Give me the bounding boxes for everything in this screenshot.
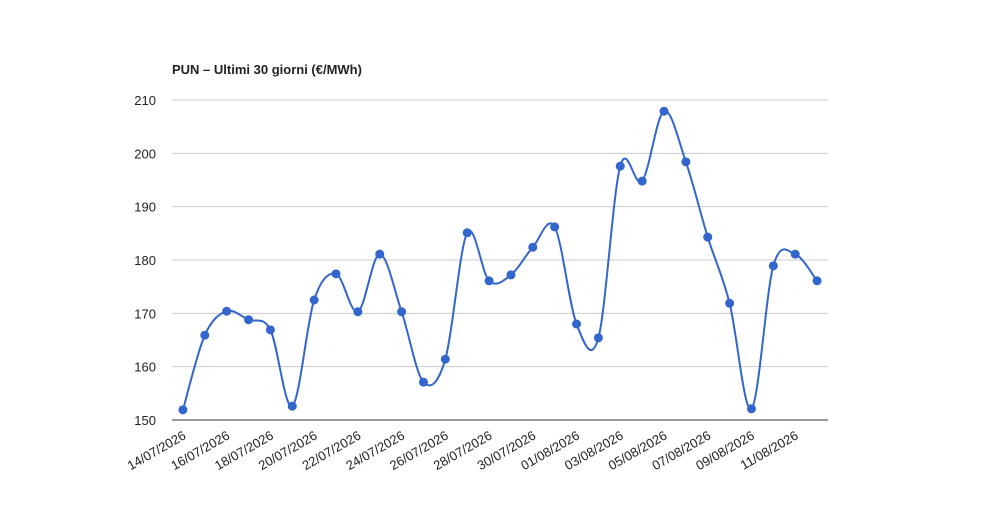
data-point	[484, 276, 494, 286]
data-point	[593, 333, 603, 343]
data-point	[790, 249, 800, 259]
data-point	[528, 242, 538, 252]
data-point	[265, 325, 275, 335]
data-point	[725, 298, 735, 308]
data-point	[572, 319, 582, 329]
data-point	[550, 222, 560, 232]
data-point	[637, 176, 647, 186]
data-point	[244, 315, 254, 325]
data-point	[287, 401, 297, 411]
data-point	[462, 228, 472, 238]
data-point	[812, 276, 822, 286]
data-point	[375, 249, 385, 259]
data-point	[659, 106, 669, 116]
data-point	[353, 307, 363, 317]
data-point	[746, 404, 756, 414]
data-point	[703, 232, 713, 242]
data-point	[768, 261, 778, 271]
data-point	[440, 354, 450, 364]
y-tick-label: 210	[134, 93, 156, 108]
data-point	[397, 307, 407, 317]
y-tick-label: 150	[134, 413, 156, 428]
y-tick-label: 190	[134, 200, 156, 215]
y-tick-label: 200	[134, 146, 156, 161]
data-point	[200, 330, 210, 340]
data-point	[309, 295, 319, 305]
y-tick-label: 170	[134, 306, 156, 321]
data-point	[331, 269, 341, 279]
y-tick-label: 160	[134, 360, 156, 375]
data-point	[615, 161, 625, 171]
y-tick-label: 180	[134, 253, 156, 268]
data-point	[418, 377, 428, 387]
data-point	[222, 306, 232, 316]
data-point	[178, 405, 188, 415]
data-point	[681, 157, 691, 167]
chart-title: PUN – Ultimi 30 giorni (€/MWh)	[172, 62, 362, 77]
data-point	[506, 270, 516, 280]
